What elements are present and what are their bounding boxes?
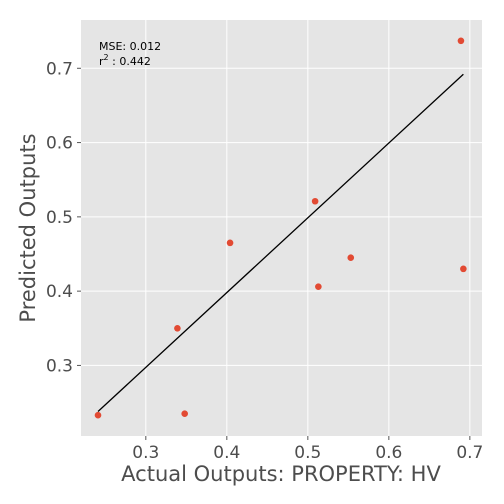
data-point: [460, 265, 467, 273]
y-axis-title: Predicted Outputs: [16, 133, 40, 322]
y-tick-label: 0.4: [46, 282, 73, 302]
r2-exponent: 2: [104, 53, 109, 62]
r2-label: r: [99, 55, 104, 68]
data-point: [181, 410, 188, 418]
x-tick-label: 0.6: [375, 443, 402, 463]
data-point: [457, 37, 465, 45]
x-tick-label: 0.4: [213, 443, 240, 463]
plot-background: [81, 20, 482, 436]
fit-line-layer: [97, 73, 464, 412]
y-tick-label: 0.5: [46, 208, 73, 228]
scatter-points: [94, 37, 467, 419]
r2-annotation: r2 : 0.442: [99, 53, 151, 68]
data-point: [347, 254, 355, 262]
x-tick-label: 0.5: [294, 443, 321, 463]
data-point: [94, 411, 102, 419]
regression-line: [97, 73, 464, 412]
y-tick-label: 0.7: [46, 59, 73, 79]
y-tick-label: 0.6: [46, 134, 73, 154]
mse-annotation: MSE: 0.012: [99, 40, 161, 53]
x-axis-title: Actual Outputs: PROPERTY: HV: [121, 462, 441, 486]
r2-value: : 0.442: [109, 55, 151, 68]
data-point: [311, 197, 319, 205]
data-point: [174, 324, 181, 332]
x-tick-label: 0.3: [132, 443, 159, 463]
data-point: [226, 239, 234, 247]
data-point: [315, 283, 322, 290]
y-tick-label: 0.3: [46, 356, 73, 376]
axis-ticks: 0.3 0.4 0.5 0.6 0.7 0.3 0.4 0.5 0.6 0.7: [46, 59, 483, 463]
x-tick-label: 0.7: [456, 443, 483, 463]
